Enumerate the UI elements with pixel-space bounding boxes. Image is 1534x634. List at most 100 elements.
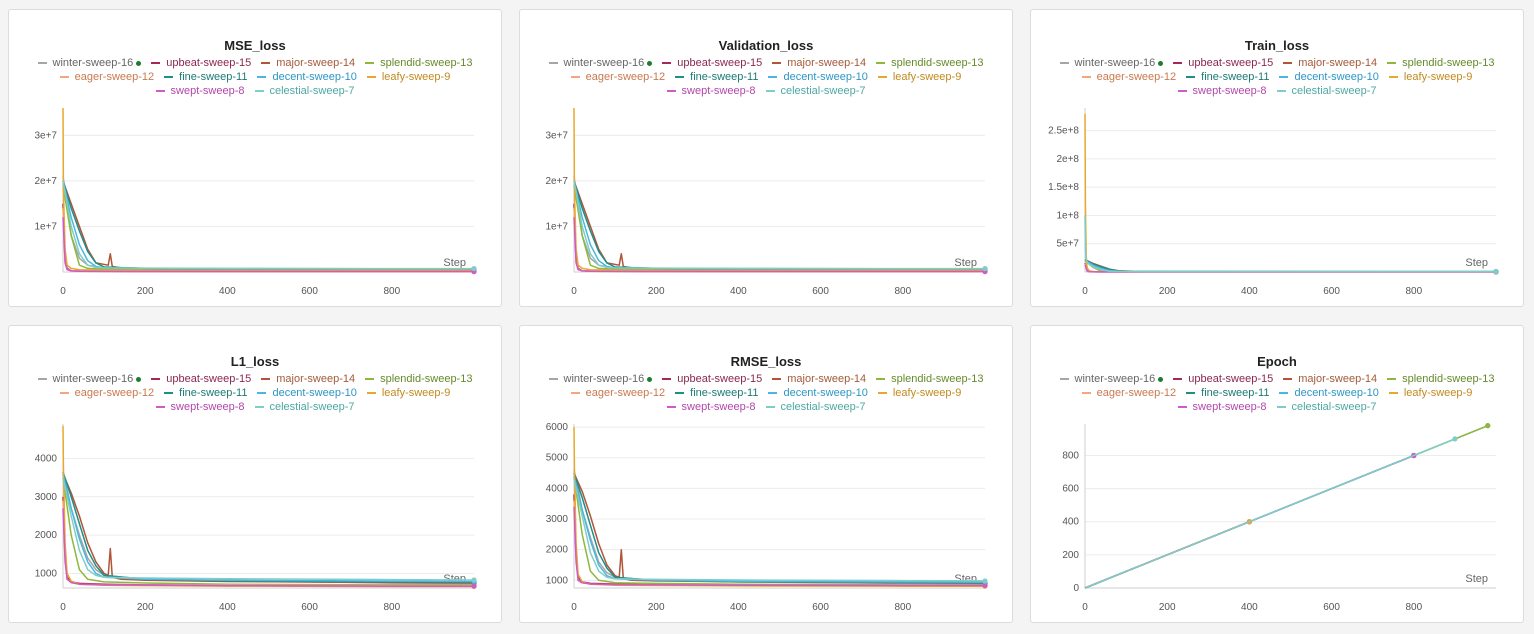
legend-item-winter-sweep-16[interactable]: winter-sweep-16 [37, 373, 142, 385]
series-line-winter-sweep-16[interactable] [1084, 258, 1496, 273]
legend-item-decent-sweep-10[interactable]: decent-sweep-10 [257, 71, 357, 83]
chart-panel-validation-loss[interactable]: Validation_loss winter-sweep-16 upbeat-swe… [519, 9, 1013, 307]
series-line-leafy-sweep-9[interactable] [62, 107, 474, 272]
legend-item-leafy-sweep-9[interactable]: leafy-sweep-9 [877, 387, 961, 399]
legend-item-leafy-sweep-9[interactable]: leafy-sweep-9 [366, 387, 450, 399]
legend-item-splendid-sweep-13[interactable]: splendid-sweep-13 [365, 373, 472, 385]
legend-item-winter-sweep-16[interactable]: winter-sweep-16 [1059, 57, 1164, 69]
series-line-splendid-sweep-13[interactable] [1084, 260, 1496, 273]
series-line-celestial-sweep-7[interactable] [62, 180, 474, 270]
legend-item-decent-sweep-10[interactable]: decent-sweep-10 [768, 387, 868, 399]
series-line-splendid-sweep-13[interactable] [62, 477, 474, 586]
legend-item-decent-sweep-10[interactable]: decent-sweep-10 [768, 71, 868, 83]
legend-item-major-sweep-14[interactable]: major-sweep-14 [772, 373, 866, 385]
legend-item-major-sweep-14[interactable]: major-sweep-14 [1283, 373, 1377, 385]
legend-item-swept-sweep-8[interactable]: swept-sweep-8 [666, 85, 756, 97]
series-line-fine-sweep-11[interactable] [573, 180, 985, 270]
series-line-fine-sweep-11[interactable] [1084, 258, 1496, 273]
series-line-eager-sweep-12[interactable] [62, 208, 474, 273]
series-line-splendid-sweep-13[interactable] [573, 185, 985, 271]
chart-plot-area[interactable]: 5e+7 1e+8 1.5e+8 2e+8 2.5e+8 0 200 400 600 800 Ste… [1031, 10, 1523, 306]
series-line-decent-sweep-10[interactable] [573, 475, 986, 583]
legend-item-major-sweep-14[interactable]: major-sweep-14 [261, 373, 355, 385]
legend-item-celestial-sweep-7[interactable]: celestial-sweep-7 [765, 85, 865, 97]
legend-item-celestial-sweep-7[interactable]: celestial-sweep-7 [1276, 401, 1376, 413]
legend-item-fine-sweep-11[interactable]: fine-sweep-11 [164, 71, 247, 83]
legend-item-decent-sweep-10[interactable]: decent-sweep-10 [1279, 71, 1379, 83]
legend-item-winter-sweep-16[interactable]: winter-sweep-16 [37, 57, 142, 69]
legend-item-upbeat-sweep-15[interactable]: upbeat-sweep-15 [151, 57, 251, 69]
legend-item-leafy-sweep-9[interactable]: leafy-sweep-9 [877, 71, 961, 83]
legend-item-celestial-sweep-7[interactable]: celestial-sweep-7 [254, 401, 354, 413]
legend-item-eager-sweep-12[interactable]: eager-sweep-12 [570, 71, 665, 83]
legend-item-leafy-sweep-9[interactable]: leafy-sweep-9 [1388, 387, 1472, 399]
series-line-eager-sweep-12[interactable] [573, 208, 985, 273]
chart-plot-area[interactable]: 1e+7 2e+7 3e+7 0 200 400 600 800 Step [9, 10, 501, 306]
legend-item-swept-sweep-8[interactable]: swept-sweep-8 [1177, 401, 1267, 413]
series-line-major-sweep-14[interactable] [573, 472, 986, 584]
series-line-fine-sweep-11[interactable] [573, 472, 986, 584]
legend-item-swept-sweep-8[interactable]: swept-sweep-8 [666, 401, 756, 413]
legend-item-major-sweep-14[interactable]: major-sweep-14 [1283, 57, 1377, 69]
series-line-celestial-sweep-7[interactable] [1084, 215, 1496, 273]
series-line-decent-sweep-10[interactable] [62, 473, 475, 583]
legend-item-fine-sweep-11[interactable]: fine-sweep-11 [675, 71, 758, 83]
legend-item-swept-sweep-8[interactable]: swept-sweep-8 [155, 401, 245, 413]
legend-item-swept-sweep-8[interactable]: swept-sweep-8 [155, 85, 245, 97]
series-line-leafy-sweep-9[interactable] [1084, 113, 1496, 273]
legend-item-celestial-sweep-7[interactable]: celestial-sweep-7 [1276, 85, 1376, 97]
legend-item-leafy-sweep-9[interactable]: leafy-sweep-9 [1388, 71, 1472, 83]
series-line-winter-sweep-16[interactable] [62, 176, 474, 271]
series-line-leafy-sweep-9[interactable] [62, 425, 474, 588]
legend-item-fine-sweep-11[interactable]: fine-sweep-11 [1186, 71, 1269, 83]
series-line-decent-sweep-10[interactable] [1084, 259, 1496, 273]
legend-item-decent-sweep-10[interactable]: decent-sweep-10 [257, 387, 357, 399]
series-line-upbeat-sweep-15[interactable] [62, 203, 474, 273]
legend-item-celestial-sweep-7[interactable]: celestial-sweep-7 [765, 401, 865, 413]
legend-item-winter-sweep-16[interactable]: winter-sweep-16 [548, 57, 653, 69]
series-line-celestial-sweep-7[interactable] [1084, 438, 1456, 589]
legend-item-fine-sweep-11[interactable]: fine-sweep-11 [164, 387, 247, 399]
chart-plot-area[interactable]: 1e+7 2e+7 3e+7 0 200 400 600 800 Step [520, 10, 1012, 306]
chart-plot-area[interactable]: 0 200 400 600 800 0 200 400 600 800 Step [1031, 326, 1523, 622]
series-line-eager-sweep-12[interactable] [62, 500, 474, 587]
legend-item-fine-sweep-11[interactable]: fine-sweep-11 [675, 387, 758, 399]
legend-item-major-sweep-14[interactable]: major-sweep-14 [772, 57, 866, 69]
legend-item-eager-sweep-12[interactable]: eager-sweep-12 [570, 387, 665, 399]
chart-panel-mse-loss[interactable]: MSE_loss winter-sweep-16 upbeat-sweep-15 ma… [8, 9, 502, 307]
series-line-swept-sweep-8[interactable] [573, 506, 985, 587]
legend-item-splendid-sweep-13[interactable]: splendid-sweep-13 [876, 57, 983, 69]
series-line-major-sweep-14[interactable] [1084, 258, 1496, 273]
chart-panel-rmse-loss[interactable]: RMSE_loss winter-sweep-16 upbeat-sweep-15 m… [519, 325, 1013, 623]
legend-item-winter-sweep-16[interactable]: winter-sweep-16 [548, 373, 653, 385]
series-line-swept-sweep-8[interactable] [62, 508, 474, 587]
legend-item-fine-sweep-11[interactable]: fine-sweep-11 [1186, 387, 1269, 399]
legend-item-upbeat-sweep-15[interactable]: upbeat-sweep-15 [1173, 57, 1273, 69]
chart-panel-train-loss[interactable]: Train_loss winter-sweep-16 upbeat-sweep-15… [1030, 9, 1524, 307]
legend-item-celestial-sweep-7[interactable]: celestial-sweep-7 [254, 85, 354, 97]
legend-item-splendid-sweep-13[interactable]: splendid-sweep-13 [365, 57, 472, 69]
legend-item-decent-sweep-10[interactable]: decent-sweep-10 [1279, 387, 1379, 399]
legend-item-eager-sweep-12[interactable]: eager-sweep-12 [1081, 71, 1176, 83]
legend-item-splendid-sweep-13[interactable]: splendid-sweep-13 [876, 373, 983, 385]
chart-panel-epoch[interactable]: Epoch winter-sweep-16 upbeat-sweep-15 major… [1030, 325, 1524, 623]
legend-item-splendid-sweep-13[interactable]: splendid-sweep-13 [1387, 373, 1494, 385]
series-line-upbeat-sweep-15[interactable] [573, 203, 985, 273]
series-line-celestial-sweep-7[interactable] [573, 479, 986, 582]
series-line-eager-sweep-12[interactable] [573, 500, 985, 587]
series-line-major-sweep-14[interactable] [62, 473, 475, 584]
series-line-celestial-sweep-7[interactable] [62, 477, 475, 581]
legend-item-eager-sweep-12[interactable]: eager-sweep-12 [59, 387, 154, 399]
series-line-upbeat-sweep-15[interactable] [573, 494, 985, 586]
series-line-winter-sweep-16[interactable] [62, 473, 475, 585]
legend-item-winter-sweep-16[interactable]: winter-sweep-16 [1059, 373, 1164, 385]
series-line-major-sweep-14[interactable] [62, 180, 474, 271]
legend-item-upbeat-sweep-15[interactable]: upbeat-sweep-15 [151, 373, 251, 385]
legend-item-upbeat-sweep-15[interactable]: upbeat-sweep-15 [1173, 373, 1273, 385]
series-line-splendid-sweep-13[interactable] [62, 185, 474, 271]
series-line-winter-sweep-16[interactable] [573, 469, 986, 585]
series-line-splendid-sweep-13[interactable] [573, 475, 985, 586]
series-line-decent-sweep-10[interactable] [573, 180, 985, 270]
legend-item-eager-sweep-12[interactable]: eager-sweep-12 [59, 71, 154, 83]
series-line-winter-sweep-16[interactable] [573, 176, 985, 271]
